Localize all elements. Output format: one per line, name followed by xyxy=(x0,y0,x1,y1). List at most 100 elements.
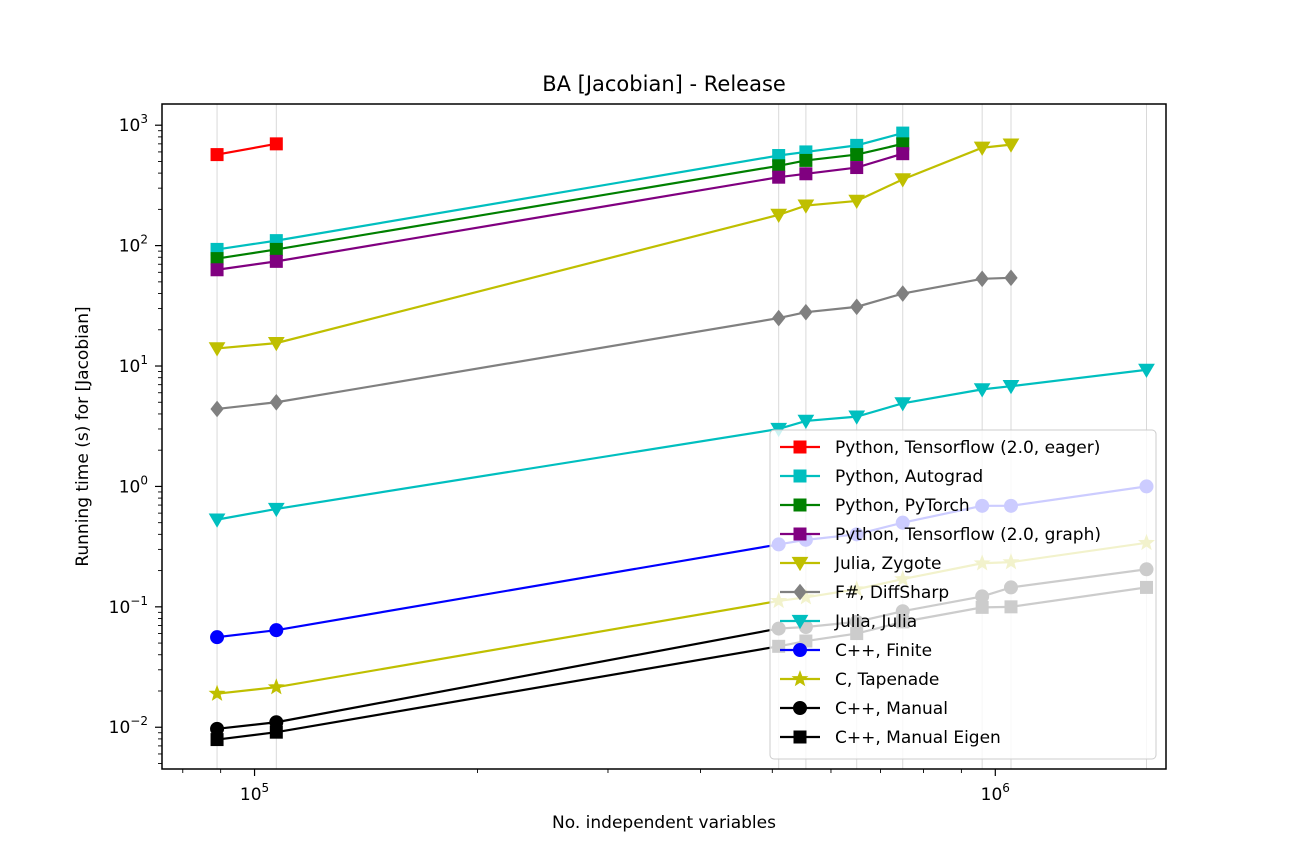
data-point-5-0 xyxy=(210,400,224,418)
data-point-3-5 xyxy=(896,147,910,161)
data-point-4-1 xyxy=(267,336,285,352)
y-tick-label-1: 10−1 xyxy=(109,594,148,618)
data-point-4-7 xyxy=(1002,138,1020,153)
data-point-10-1 xyxy=(269,725,283,739)
legend-item-8: C, Tapenade xyxy=(780,670,939,690)
data-point-6-5 xyxy=(894,397,912,412)
data-point-5-3 xyxy=(799,303,813,321)
series-line-4 xyxy=(216,143,1012,350)
series-line-3 xyxy=(216,152,904,271)
data-point-7-0 xyxy=(210,630,225,645)
data-point-3-0 xyxy=(210,263,224,277)
legend-marker xyxy=(791,556,809,572)
series-5 xyxy=(210,269,1018,418)
y-tick-label-5: 103 xyxy=(119,112,148,136)
data-point-5-7 xyxy=(1004,269,1018,287)
legend-label-8: C, Tapenade xyxy=(835,670,939,690)
x-tick-label-0: 105 xyxy=(240,781,269,805)
data-point-10-0 xyxy=(210,733,224,747)
legend-label-1: Python, Autograd xyxy=(835,467,983,487)
series-3 xyxy=(210,147,910,277)
series-line-0 xyxy=(216,142,277,156)
data-point-6-7 xyxy=(1002,380,1020,395)
y-tick-label-3: 101 xyxy=(119,353,148,377)
data-point-0-0 xyxy=(210,148,224,162)
data-point-8-0 xyxy=(208,684,226,701)
series-line-1 xyxy=(216,132,904,251)
data-point-6-6 xyxy=(973,383,991,398)
x-axis-label: No. independent variables xyxy=(552,813,776,833)
data-point-6-8 xyxy=(1138,363,1155,378)
legend-item-7: C++, Finite xyxy=(780,641,932,661)
legend-label-6: Julia, Julia xyxy=(834,612,917,632)
series-line-2 xyxy=(216,142,904,260)
y-axis-label: Running time (s) for [Jacobian] xyxy=(73,306,93,566)
series-1 xyxy=(210,126,910,256)
y-tick-label-2: 100 xyxy=(119,473,148,497)
data-point-6-1 xyxy=(267,502,285,518)
legend-marker xyxy=(793,730,807,744)
legend-label-5: F#, DiffSharp xyxy=(835,583,949,603)
data-point-5-4 xyxy=(850,298,864,316)
legend-label-3: Python, Tensorflow (2.0, graph) xyxy=(835,525,1101,545)
data-point-3-1 xyxy=(269,254,283,268)
legend-marker xyxy=(791,614,809,630)
data-point-5-6 xyxy=(975,270,989,288)
data-point-5-2 xyxy=(772,309,786,327)
data-point-2-2 xyxy=(772,159,786,173)
data-point-5-1 xyxy=(269,393,283,411)
plot-frame xyxy=(161,103,1167,770)
legend-item-1: Python, Autograd xyxy=(780,467,983,487)
legend-item-10: C++, Manual Eigen xyxy=(780,728,1001,748)
legend-label-2: Python, PyTorch xyxy=(835,496,970,516)
x-tick-label-1: 106 xyxy=(981,781,1010,805)
legend-item-3: Python, Tensorflow (2.0, graph) xyxy=(780,525,1101,545)
series-6 xyxy=(208,363,1155,528)
legend-marker xyxy=(793,583,807,601)
legend-marker xyxy=(793,643,807,657)
data-point-6-3 xyxy=(797,414,815,430)
data-point-4-6 xyxy=(973,141,991,156)
legend-label-7: C++, Finite xyxy=(835,641,932,661)
legend-label-4: Julia, Zygote xyxy=(834,554,941,574)
legend-label-9: C++, Manual xyxy=(835,699,948,719)
data-point-3-2 xyxy=(772,170,786,184)
data-point-8-1 xyxy=(267,678,285,695)
legend-marker xyxy=(793,498,807,512)
legend-marker xyxy=(791,670,809,687)
data-point-7-1 xyxy=(269,623,284,638)
legend-item-2: Python, PyTorch xyxy=(780,496,970,516)
y-tick-label-4: 102 xyxy=(119,233,148,257)
data-point-2-4 xyxy=(850,148,864,162)
legend-item-9: C++, Manual xyxy=(780,699,948,719)
legend-label-10: C++, Manual Eigen xyxy=(835,728,1001,748)
legend-item-0: Python, Tensorflow (2.0, eager) xyxy=(780,438,1100,458)
series-0 xyxy=(210,137,283,162)
data-point-4-4 xyxy=(848,194,866,210)
legend-marker xyxy=(793,440,807,454)
data-point-6-4 xyxy=(848,410,866,425)
data-point-4-0 xyxy=(208,342,226,357)
legend-box xyxy=(769,429,1157,760)
data-point-2-1 xyxy=(269,242,283,256)
series-4 xyxy=(208,138,1020,357)
data-point-3-4 xyxy=(850,161,864,175)
legend-marker xyxy=(793,701,807,715)
data-point-5-5 xyxy=(896,285,910,302)
legend-item-4: Julia, Zygote xyxy=(780,554,941,574)
data-point-0-1 xyxy=(269,137,283,151)
y-tick-label-0: 10−2 xyxy=(109,714,148,738)
series-line-5 xyxy=(216,276,1012,411)
chart-title: BA [Jacobian] - Release xyxy=(542,72,786,96)
legend-item-5: F#, DiffSharp xyxy=(780,583,949,603)
legend-item-6: Julia, Julia xyxy=(780,612,917,632)
data-point-2-3 xyxy=(799,153,813,167)
data-point-3-3 xyxy=(799,167,813,181)
data-point-4-2 xyxy=(770,208,788,223)
legend-label-0: Python, Tensorflow (2.0, eager) xyxy=(835,438,1100,458)
data-point-4-3 xyxy=(797,199,815,214)
data-point-6-0 xyxy=(208,513,226,528)
x-axis: 105 106 xyxy=(182,769,1010,805)
legend-marker xyxy=(793,527,807,541)
